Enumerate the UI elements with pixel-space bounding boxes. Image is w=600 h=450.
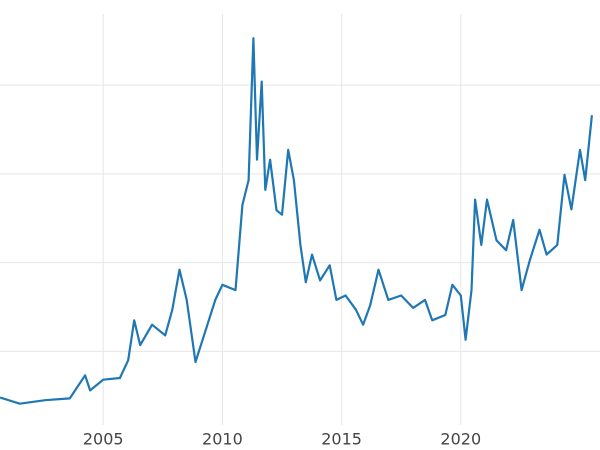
x-tick-label: 2020 [440, 430, 481, 449]
x-tick-label: 2005 [83, 430, 124, 449]
x-tick-label: 2010 [202, 430, 243, 449]
x-tick-label: 2015 [321, 430, 362, 449]
data-line [0, 37, 593, 405]
